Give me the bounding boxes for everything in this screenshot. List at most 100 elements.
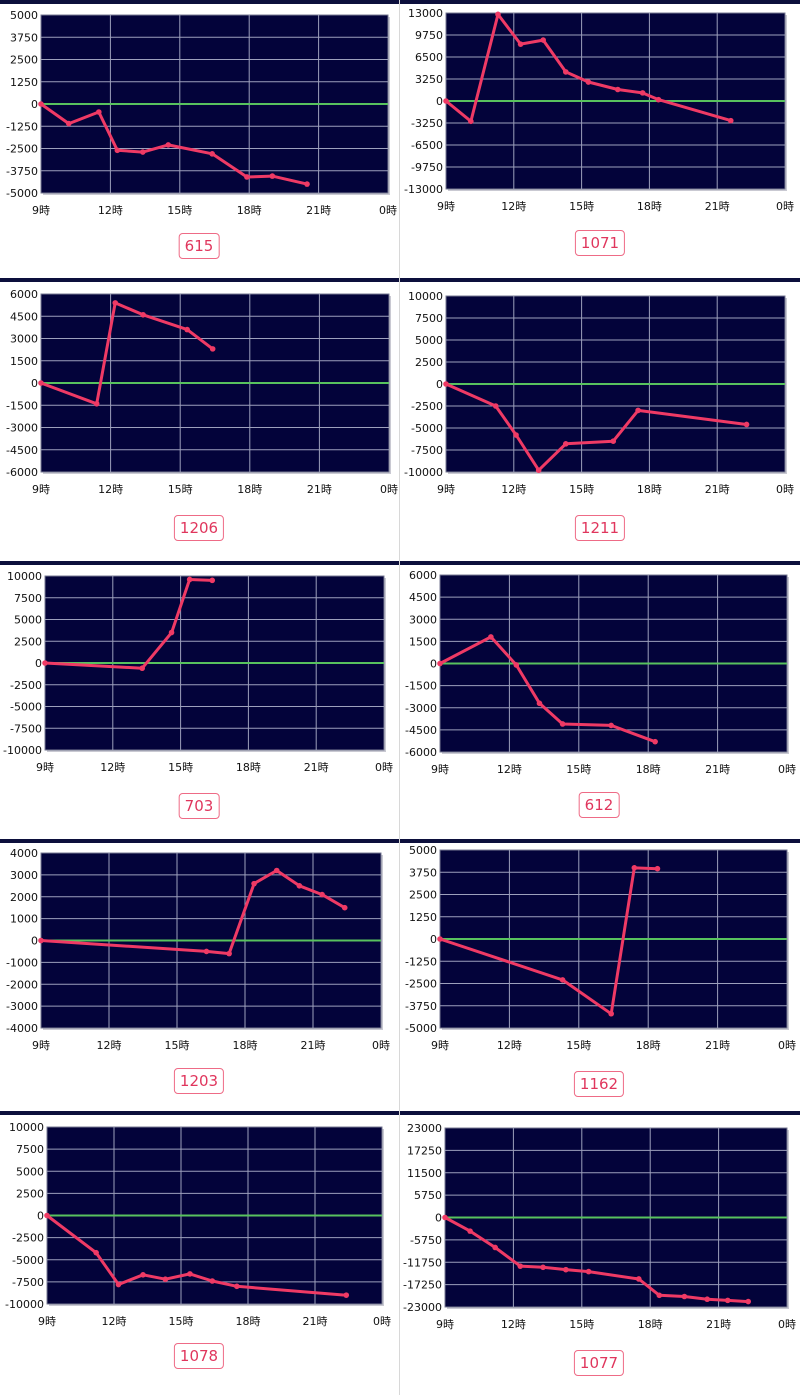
machine-number-badge: 1077 [573, 1350, 625, 1376]
chart-panel: 13000 9750 6500 3250 0 -3250 -6500 -9750 -13000 9… [400, 0, 800, 278]
y-tick-label: 0 [31, 377, 38, 390]
y-tick-label: 2500 [415, 356, 443, 369]
x-tick-label: 18時 [233, 1039, 258, 1052]
panel-divider [399, 561, 400, 839]
data-point [536, 700, 543, 707]
y-tick-label: 11500 [407, 1167, 442, 1180]
y-tick-label: 0 [31, 98, 38, 111]
series-line [40, 102, 308, 186]
y-tick-label: -3750 [405, 1000, 437, 1013]
x-tick-label: 0時 [373, 1315, 391, 1328]
line-chart: 23000 17250 11500 5750 0 -5750 -11750 -17250 -23… [403, 1122, 796, 1331]
y-tick-label: -5750 [410, 1234, 442, 1247]
panel-divider [399, 278, 400, 561]
data-point [209, 151, 215, 157]
data-point [209, 1278, 216, 1284]
data-point [140, 1271, 146, 1278]
x-tick-label: 15時 [566, 763, 591, 776]
data-point [743, 421, 750, 428]
y-tick-label: 0 [430, 658, 437, 671]
y-tick-label: -7500 [12, 1276, 44, 1289]
data-point [492, 403, 499, 409]
data-point [168, 629, 175, 636]
y-tick-label: 3000 [10, 333, 38, 346]
y-tick-label: -1500 [405, 680, 437, 693]
chart-panel: 10000 7500 5000 2500 0 -2500 -5000 -7500 -10000 9… [400, 278, 800, 561]
machine-number-badge: 1211 [574, 515, 626, 541]
line-chart: 5000 3750 2500 1250 0 -1250 -2500 -3750 -5000 9時 1… [405, 844, 796, 1052]
y-tick-label: 3000 [409, 613, 437, 626]
x-tick-label: 15時 [569, 1318, 594, 1331]
y-tick-label: -5000 [411, 422, 443, 435]
x-tick-label: 21時 [301, 1039, 326, 1052]
x-tick-label: 18時 [638, 1318, 663, 1331]
data-point [139, 665, 145, 672]
data-point [38, 380, 44, 386]
data-point [654, 865, 661, 872]
x-tick-label: 0時 [778, 763, 796, 776]
x-tick-label: 21時 [705, 483, 730, 496]
y-tick-label: 5000 [415, 334, 443, 347]
data-point [492, 1244, 498, 1251]
x-tick-label: 9時 [32, 204, 50, 217]
y-tick-label: 0 [436, 378, 443, 391]
y-tick-label: -5000 [12, 1254, 44, 1267]
data-point [93, 400, 100, 407]
y-tick-label: -10000 [3, 744, 42, 757]
y-tick-label: -2500 [405, 978, 437, 991]
x-tick-label: 9時 [38, 1315, 56, 1328]
data-point [652, 738, 658, 745]
chart-panel: 23000 17250 11500 5750 0 -5750 -11750 -17250 -23… [400, 1111, 800, 1395]
x-tick-label: 21時 [306, 204, 331, 217]
machine-number-badge: 1206 [173, 515, 225, 541]
x-tick-label: 21時 [303, 1315, 328, 1328]
x-tick-label: 9時 [437, 483, 455, 496]
data-point [251, 880, 257, 887]
y-tick-label: -10000 [5, 1298, 44, 1311]
data-point [636, 1276, 642, 1282]
data-point [38, 101, 44, 107]
data-point [442, 1214, 448, 1221]
data-point [139, 149, 146, 155]
y-tick-label: 1500 [409, 635, 437, 648]
y-tick-label: 4500 [10, 310, 38, 323]
x-tick-label: 15時 [569, 483, 594, 496]
y-tick-label: 5750 [414, 1189, 442, 1202]
y-tick-label: -13000 [404, 183, 443, 196]
x-tick-label: 0時 [776, 483, 794, 496]
data-point [343, 1292, 350, 1298]
y-tick-label: -3000 [405, 702, 437, 715]
x-tick-label: 12時 [102, 1315, 127, 1328]
y-tick-label: -4500 [405, 724, 437, 737]
x-tick-label: 15時 [566, 1039, 591, 1052]
data-point [559, 977, 566, 983]
panel-divider [399, 839, 400, 1111]
data-point [704, 1296, 710, 1303]
y-tick-label: -1000 [6, 956, 38, 969]
data-point [304, 181, 310, 187]
data-point [563, 1266, 569, 1273]
line-chart: 6000 4500 3000 1500 0 -1500 -3000 -4500 -6000 9時 1… [405, 569, 796, 776]
data-point [488, 634, 494, 640]
data-point [165, 142, 172, 148]
data-point [513, 432, 519, 438]
y-tick-label: 6000 [409, 569, 437, 582]
y-tick-label: 3750 [409, 866, 437, 879]
y-tick-label: 2500 [16, 1187, 44, 1200]
data-point [65, 120, 72, 127]
data-point [513, 662, 520, 668]
y-tick-label: 5000 [14, 614, 42, 627]
data-point [656, 1292, 663, 1299]
data-point [559, 721, 566, 727]
y-tick-label: 10000 [408, 290, 443, 303]
line-chart: 6000 4500 3000 1500 0 -1500 -3000 -4500 -6000 9時 1… [6, 288, 398, 496]
x-tick-label: 18時 [637, 200, 662, 213]
panel-top-bar [400, 839, 800, 843]
y-tick-label: 0 [31, 935, 38, 948]
x-tick-label: 12時 [501, 1318, 526, 1331]
panel-top-bar [400, 278, 800, 282]
y-tick-label: 5000 [409, 844, 437, 857]
y-tick-label: 4500 [409, 591, 437, 604]
x-tick-label: 12時 [100, 761, 125, 774]
x-tick-label: 0時 [375, 761, 393, 774]
